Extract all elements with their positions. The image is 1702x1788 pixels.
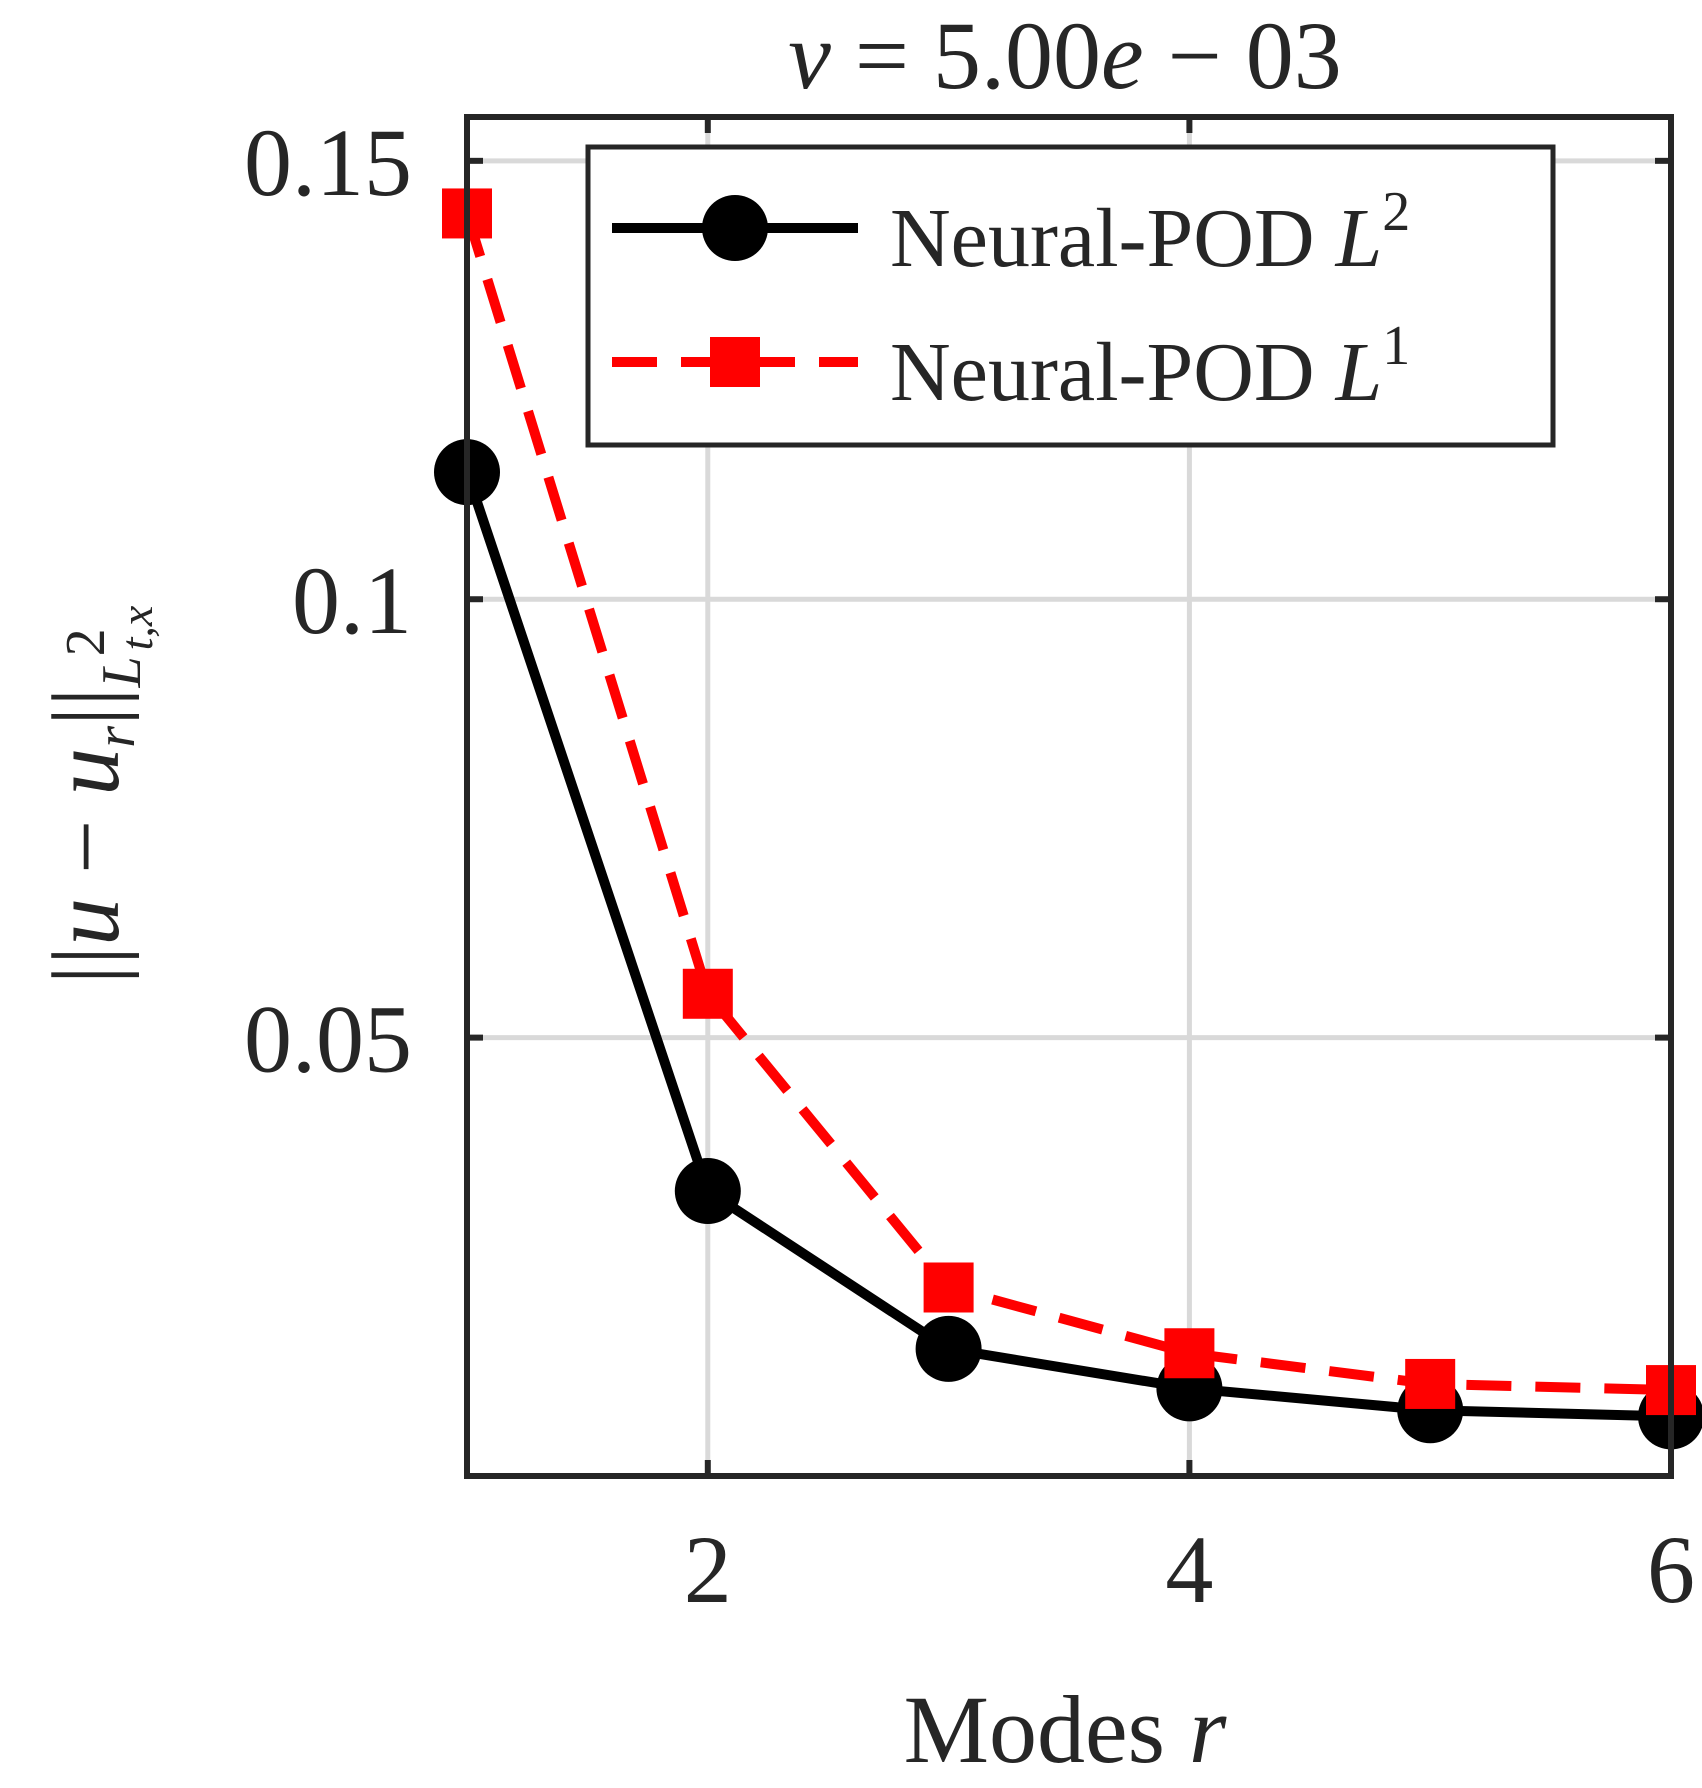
legend-label-l2-sup: 2: [1382, 181, 1410, 243]
title-equals: = 5.00: [831, 2, 1101, 109]
series-l1: [442, 188, 1696, 1416]
series-line: [462, 470, 1672, 1422]
data-point: [1164, 1328, 1215, 1379]
x-tick-label: 6: [1647, 1516, 1695, 1623]
legend-label-l1: Neural-POD L1: [890, 315, 1410, 419]
legend-label-l2-text: Neural-POD: [890, 192, 1336, 285]
legend-marker-l2: [702, 195, 768, 261]
title-rest: − 03: [1144, 2, 1342, 109]
data-point: [923, 1262, 974, 1313]
y-title-bars-open: ||: [32, 946, 139, 984]
x-axis-title: Modes r: [904, 1676, 1227, 1783]
y-title-ur: u: [32, 748, 139, 796]
x-axis-title-text: Modes: [904, 1676, 1189, 1783]
chart-title: ν = 5.00e − 03: [788, 2, 1342, 109]
y-tick-label: 0.05: [244, 986, 412, 1093]
y-tick-label: 0.15: [244, 109, 412, 216]
y-title-L-sup: 2: [55, 628, 117, 656]
data-point: [674, 1158, 741, 1225]
title-e: e: [1101, 2, 1144, 109]
legend-box: [585, 144, 1556, 448]
legend-label-l1-text: Neural-POD: [890, 326, 1336, 419]
y-title-L-sub: t,x: [111, 605, 162, 650]
legend-label-l2: Neural-POD L2: [890, 181, 1410, 285]
legend-marker-l1: [710, 337, 760, 387]
series-l2: [434, 439, 1702, 1450]
y-title-L: L: [91, 656, 153, 688]
legend-label-l1-sup: 1: [1382, 315, 1410, 377]
data-point: [1405, 1358, 1456, 1409]
data-point: [915, 1315, 982, 1382]
y-title-u: u: [32, 898, 139, 946]
y-title-ur-sub: r: [85, 726, 147, 748]
x-tick-label: 4: [1165, 1516, 1213, 1623]
y-axis-title: ||u − ur||L2t,x: [32, 605, 162, 984]
title-nu: ν: [788, 2, 831, 109]
y-title-minus: −: [32, 796, 139, 898]
legend-label-l1-math: L: [1335, 326, 1383, 419]
legend-label-l2-math: L: [1335, 192, 1383, 285]
plot-series: [434, 188, 1702, 1450]
plot-frame: [464, 114, 1674, 1479]
x-axis-title-var: r: [1189, 1676, 1227, 1783]
y-tick-label: 0.1: [292, 547, 412, 654]
tick-labels: 2 4 6 0.05 0.1 0.15: [244, 109, 1695, 1623]
x-tick-label: 2: [684, 1516, 732, 1623]
series-line: [462, 211, 1672, 1396]
tick-marks: [467, 117, 1674, 1476]
y-title-bars-close: ||: [32, 688, 139, 726]
legend: Neural-POD L2 Neural-POD L1: [585, 144, 1556, 448]
data-point: [682, 968, 733, 1019]
